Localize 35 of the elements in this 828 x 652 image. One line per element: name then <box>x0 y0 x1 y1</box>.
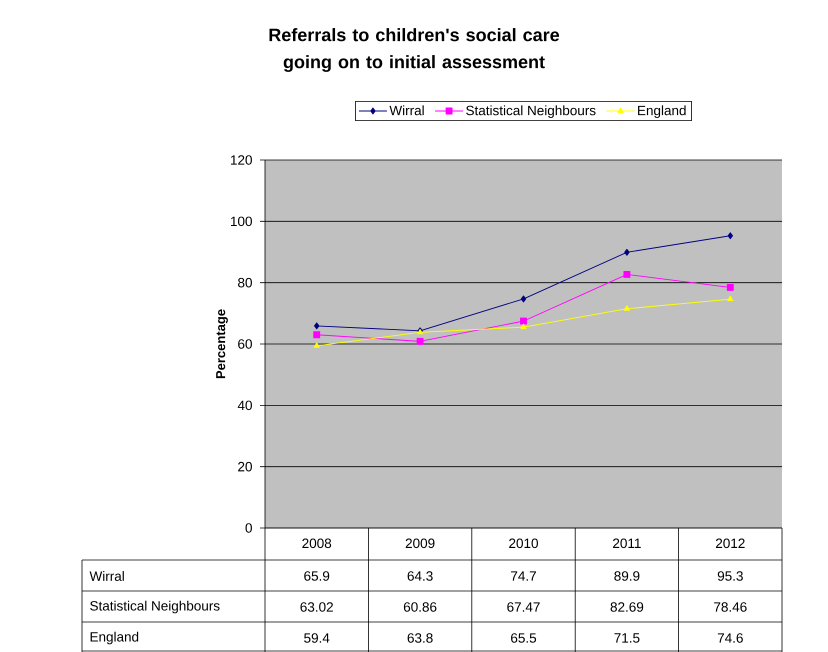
y-tick-label: 100 <box>230 216 252 226</box>
data-label: 59.4 <box>304 633 330 643</box>
data-label: 63.02 <box>300 602 333 612</box>
data-label: 60.86 <box>404 602 436 612</box>
data-label: 74.7 <box>511 571 536 581</box>
x-tick-label: 2009 <box>406 538 434 548</box>
data-label: 89.9 <box>614 571 640 581</box>
x-tick-label: 2008 <box>302 538 332 548</box>
x-tick-label: 2010 <box>509 538 538 548</box>
data-label: 67.47 <box>507 602 540 612</box>
x-tick-label: 2011 <box>613 538 641 548</box>
y-tick-label: 80 <box>238 278 252 288</box>
data-label: 64.3 <box>408 571 433 581</box>
chart-title: Referrals to children's social care going on to initial assessment <box>270 28 560 72</box>
text: Wirral <box>90 571 124 581</box>
y-tick-label: 20 <box>238 462 252 472</box>
x-tick-label: 2012 <box>716 538 745 548</box>
data-label: 78.46 <box>714 602 747 612</box>
legend-label: Statistical Neighbours <box>466 105 596 118</box>
y-tick-label: 0 <box>246 523 252 533</box>
legend-label: Wirral <box>389 105 424 116</box>
data-label: 71.5 <box>614 633 640 643</box>
data-label: 82.69 <box>610 602 644 612</box>
y-tick-label: 60 <box>238 339 252 349</box>
text: Statistical Neighbours <box>90 600 220 614</box>
data-label: 65.5 <box>511 633 536 643</box>
y-tick-label: 40 <box>238 400 252 410</box>
data-label: 95.3 <box>718 571 743 581</box>
data-label: 63.8 <box>408 633 433 643</box>
text: England <box>90 632 138 644</box>
data-label: 65.9 <box>304 571 330 581</box>
data-label: 74.6 <box>718 633 743 643</box>
legend-label: England <box>638 105 686 118</box>
y-axis-title: Percentage <box>216 309 228 378</box>
y-tick-label: 120 <box>230 155 252 165</box>
